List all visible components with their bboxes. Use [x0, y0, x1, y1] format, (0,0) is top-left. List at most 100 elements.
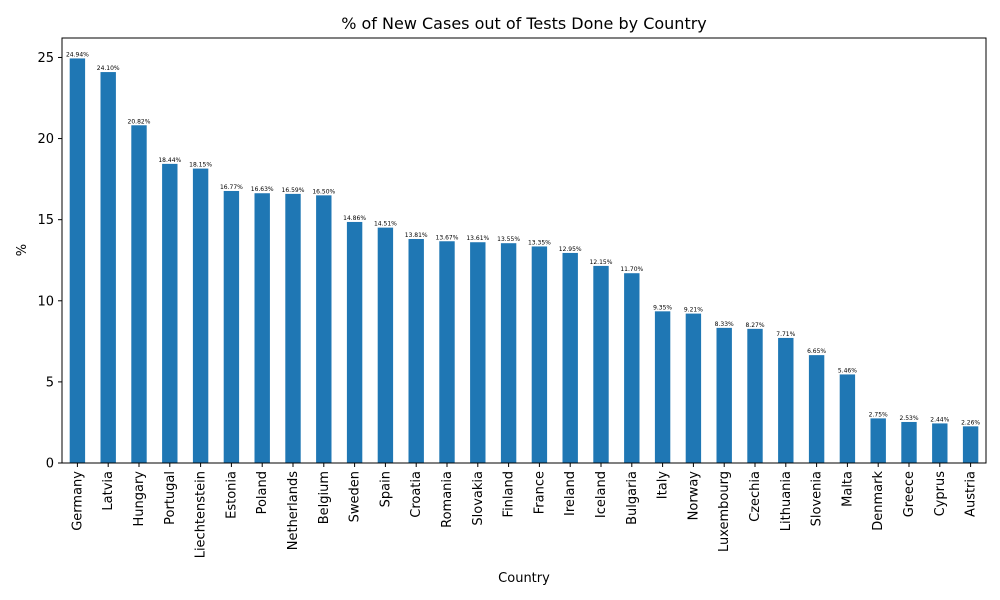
- x-tick-label: Luxembourg: [717, 471, 732, 552]
- bar: [500, 243, 517, 463]
- bar: [316, 195, 332, 463]
- data-label: 13.35%: [528, 239, 551, 246]
- data-label: 12.15%: [590, 259, 613, 266]
- data-label: 2.44%: [930, 416, 949, 423]
- data-label: 12.95%: [559, 246, 582, 253]
- bar: [285, 193, 301, 464]
- x-tick-label: Italy: [656, 471, 671, 500]
- x-tick-label: Netherlands: [286, 471, 301, 550]
- data-labels-group: 24.94% 24.10% 20.82% 18.44% 18.15% 16.77% 16.6…: [66, 51, 980, 426]
- x-axis: Germany Latvia Hungary Portugal Liechtenstei…: [70, 463, 979, 558]
- data-label: 14.86%: [343, 215, 366, 222]
- x-tick-label: Croatia: [409, 471, 424, 518]
- x-tick-label: Latvia: [101, 471, 116, 511]
- bar: [254, 193, 270, 463]
- data-label: 14.51%: [374, 221, 397, 228]
- bar: [562, 252, 578, 463]
- bar: [778, 337, 794, 463]
- x-tick-label: Austria: [964, 471, 979, 517]
- data-label: 13.67%: [436, 234, 459, 241]
- bar: [747, 328, 763, 463]
- data-label: 8.27%: [745, 322, 764, 329]
- data-label: 18.44%: [158, 157, 181, 164]
- x-axis-label: Country: [498, 571, 550, 586]
- x-tick-label: Liechtenstein: [194, 471, 209, 558]
- y-tick-label: 0: [46, 457, 54, 472]
- x-tick-label: Germany: [70, 471, 85, 531]
- x-tick-label: Finland: [502, 471, 517, 517]
- bar: [470, 242, 486, 463]
- x-tick-label: Greece: [902, 471, 917, 517]
- data-label: 16.59%: [282, 187, 305, 194]
- bar: [377, 227, 394, 463]
- bar: [408, 238, 424, 463]
- x-tick-label: Slovenia: [810, 471, 825, 526]
- bar: [162, 163, 178, 463]
- bar: [870, 418, 886, 463]
- bar: [624, 273, 640, 463]
- x-tick-label: Belgium: [317, 471, 332, 524]
- x-tick-label: Ireland: [563, 471, 578, 516]
- bar: [716, 327, 732, 463]
- bar: [685, 313, 702, 463]
- bar: [531, 246, 548, 463]
- data-label: 9.21%: [684, 307, 703, 314]
- data-label: 8.33%: [715, 321, 734, 328]
- x-tick-label: Hungary: [132, 471, 147, 527]
- data-label: 24.10%: [97, 65, 120, 72]
- bar: [839, 374, 856, 463]
- bar: [131, 125, 147, 463]
- data-label: 2.26%: [961, 419, 980, 426]
- x-tick-label: Malta: [840, 471, 855, 507]
- x-tick-label: Lithuania: [779, 471, 794, 531]
- x-tick-label: Iceland: [594, 471, 609, 518]
- bar: [654, 311, 671, 463]
- bar: [932, 423, 948, 463]
- bar: [593, 265, 609, 463]
- bars-group: [69, 58, 979, 464]
- x-tick-label: Estonia: [224, 471, 239, 519]
- x-tick-label: Denmark: [871, 471, 886, 531]
- x-tick-label: France: [532, 471, 547, 514]
- x-tick-label: Sweden: [348, 471, 363, 522]
- y-axis-label: %: [15, 244, 30, 256]
- data-label: 2.53%: [899, 415, 918, 422]
- y-tick-label: 15: [37, 213, 54, 228]
- data-label: 13.55%: [497, 236, 520, 243]
- data-label: 16.63%: [251, 186, 274, 193]
- data-label: 24.94%: [66, 51, 89, 58]
- bar: [69, 58, 86, 463]
- x-tick-label: Norway: [686, 471, 701, 521]
- plot-frame: [61, 37, 987, 464]
- bar: [901, 421, 917, 463]
- y-tick-label: 10: [37, 294, 54, 309]
- bar: [223, 190, 240, 463]
- x-tick-label: Czechia: [748, 471, 763, 522]
- bar: [439, 241, 455, 463]
- bar: [192, 168, 209, 463]
- x-tick-label: Bulgaria: [625, 471, 640, 525]
- y-tick-label: 5: [46, 375, 54, 390]
- data-label: 16.77%: [220, 184, 243, 191]
- bar: [100, 72, 116, 464]
- bar: [808, 355, 825, 463]
- data-label: 11.70%: [620, 266, 643, 273]
- data-label: 13.81%: [405, 232, 428, 239]
- chart-title: % of New Cases out of Tests Done by Coun…: [341, 14, 707, 33]
- bar: [346, 221, 363, 463]
- x-tick-label: Romania: [440, 471, 455, 528]
- x-tick-label: Poland: [255, 471, 270, 514]
- data-label: 6.65%: [807, 348, 826, 355]
- data-label: 5.46%: [838, 367, 857, 374]
- y-tick-label: 25: [37, 51, 54, 66]
- data-label: 18.15%: [189, 162, 212, 169]
- bar: [962, 426, 979, 463]
- data-label: 2.75%: [869, 411, 888, 418]
- x-tick-label: Spain: [378, 471, 393, 507]
- x-tick-label: Cyprus: [933, 471, 948, 517]
- x-tick-label: Portugal: [163, 471, 178, 525]
- x-tick-label: Slovakia: [471, 471, 486, 526]
- y-tick-label: 20: [37, 132, 54, 147]
